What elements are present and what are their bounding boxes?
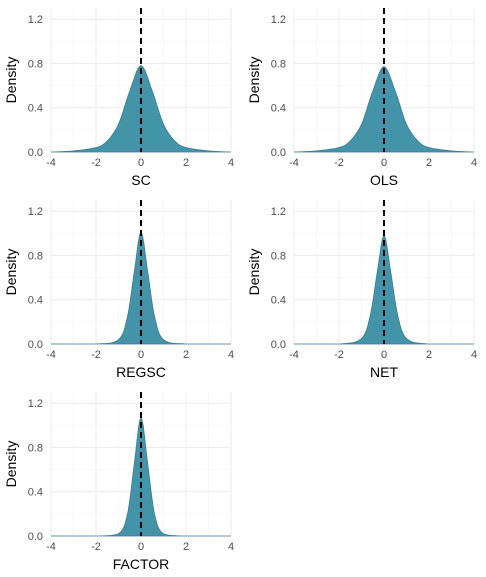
y-tick-label: 0.4: [28, 103, 43, 115]
y-axis-label: Density: [3, 441, 19, 488]
x-axis-label: FACTOR: [113, 556, 170, 572]
panel-net: -4 -2 0 2 4 0.0 0.4 0.8 1.2 NET Density: [246, 200, 477, 380]
x-axis-label: OLS: [370, 172, 398, 188]
panel-ols: -4 -2 0 2 4 0.0 0.4 0.8 1.2 OLS Density: [246, 8, 477, 188]
y-tick-label: 0.0: [28, 147, 43, 159]
y-tick-label: 0.4: [28, 295, 43, 307]
y-tick-label: 0.0: [271, 339, 286, 351]
x-tick-label: 2: [183, 349, 189, 361]
x-tick-label: 2: [183, 541, 189, 553]
panel-factor: -4 -2 0 2 4 0.0 0.4 0.8 1.2 FACTOR Density: [3, 392, 234, 572]
panel-sc: -4 -2 0 2 4 0.0 0.4 0.8 1.2 SC Density: [3, 8, 234, 188]
y-tick-label: 1.2: [271, 14, 286, 26]
x-tick-label: -4: [289, 157, 299, 169]
y-tick-label: 0.4: [271, 295, 286, 307]
x-tick-label: 0: [138, 157, 144, 169]
x-tick-label: -2: [91, 157, 101, 169]
y-tick-label: 0.8: [28, 250, 43, 262]
x-tick-label: -4: [46, 349, 56, 361]
x-tick-label: 0: [381, 349, 387, 361]
x-tick-label: -2: [91, 349, 101, 361]
panel-regsc: -4 -2 0 2 4 0.0 0.4 0.8 1.2 REGSC Density: [3, 200, 234, 380]
x-axis-label: NET: [370, 364, 398, 380]
y-tick-label: 0.4: [28, 487, 43, 499]
y-tick-label: 1.2: [271, 206, 286, 218]
y-tick-label: 0.8: [271, 250, 286, 262]
y-axis-label: Density: [246, 249, 262, 296]
y-tick-label: 1.2: [28, 398, 43, 410]
x-tick-label: 0: [381, 157, 387, 169]
y-tick-label: 0.0: [28, 531, 43, 543]
y-tick-label: 1.2: [28, 14, 43, 26]
density-area: [50, 231, 231, 345]
y-tick-label: 0.8: [28, 442, 43, 454]
x-tick-label: 4: [471, 349, 477, 361]
x-tick-label: 4: [471, 157, 477, 169]
x-tick-label: 0: [138, 541, 144, 553]
x-axis-label: SC: [131, 172, 150, 188]
y-tick-label: 0.0: [28, 339, 43, 351]
x-tick-label: 4: [228, 349, 234, 361]
x-tick-label: -2: [91, 541, 101, 553]
y-axis-label: Density: [3, 249, 19, 296]
x-tick-label: -4: [46, 157, 56, 169]
y-tick-label: 0.4: [271, 103, 286, 115]
y-tick-label: 1.2: [28, 206, 43, 218]
x-tick-label: 2: [183, 157, 189, 169]
y-axis-label: Density: [3, 57, 19, 104]
x-axis-label: REGSC: [116, 364, 166, 380]
y-tick-label: 0.0: [271, 147, 286, 159]
x-tick-label: -2: [334, 157, 344, 169]
x-tick-label: 4: [228, 157, 234, 169]
x-tick-label: -4: [46, 541, 56, 553]
x-tick-label: 2: [426, 157, 432, 169]
y-tick-label: 0.8: [28, 58, 43, 70]
x-tick-label: -2: [334, 349, 344, 361]
y-tick-label: 0.8: [271, 58, 286, 70]
x-tick-label: 4: [228, 541, 234, 553]
x-tick-label: -4: [289, 349, 299, 361]
y-axis-label: Density: [246, 57, 262, 104]
x-tick-label: 2: [426, 349, 432, 361]
x-tick-label: 0: [138, 349, 144, 361]
